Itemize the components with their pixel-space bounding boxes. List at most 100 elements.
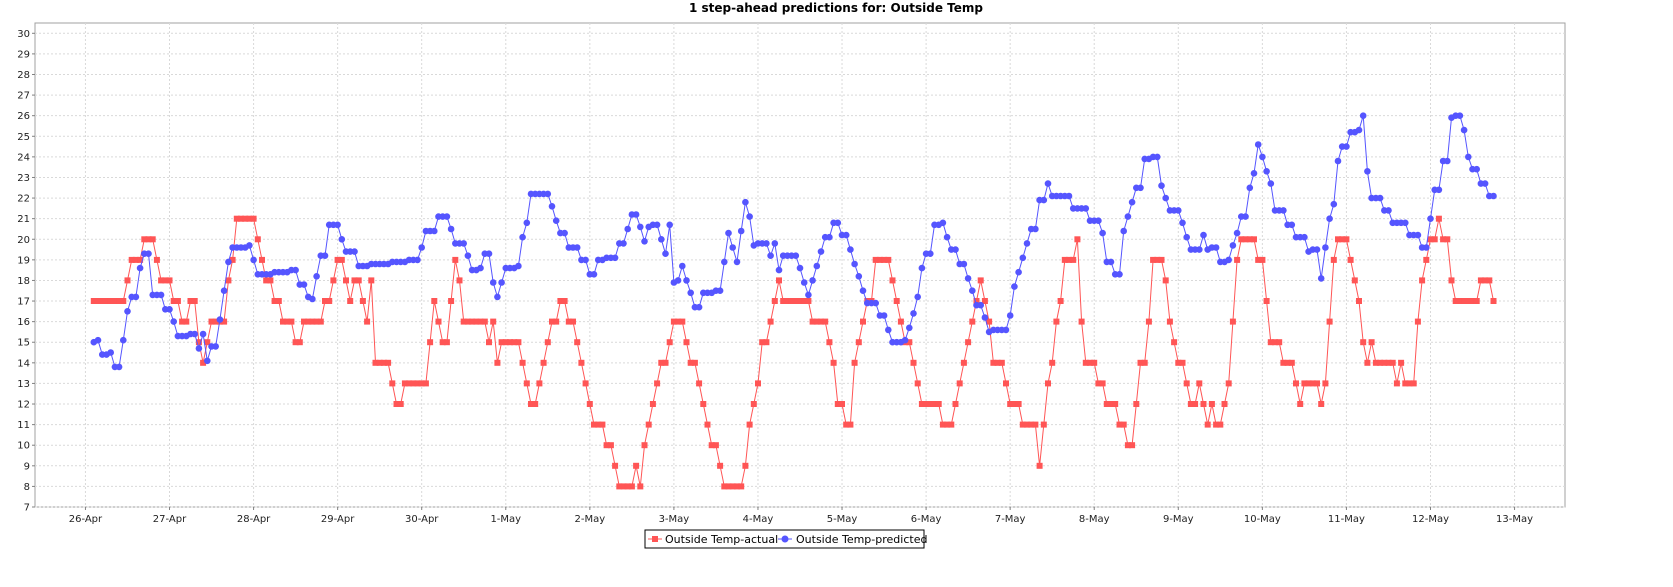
data-point bbox=[582, 380, 589, 387]
data-point bbox=[607, 442, 614, 449]
data-point bbox=[1066, 256, 1072, 263]
data-point bbox=[427, 339, 434, 346]
y-tick-label: 28 bbox=[17, 70, 30, 81]
data-point bbox=[960, 260, 968, 268]
data-point bbox=[141, 236, 148, 243]
data-point bbox=[624, 483, 631, 490]
data-point bbox=[414, 256, 421, 264]
data-point bbox=[1128, 198, 1136, 206]
chart-title: 1 step-ahead predictions for: Outside Te… bbox=[689, 1, 983, 15]
data-point bbox=[136, 264, 144, 272]
data-point bbox=[729, 483, 736, 490]
data-point bbox=[931, 401, 938, 407]
data-point bbox=[1444, 157, 1451, 165]
data-point bbox=[1141, 359, 1148, 366]
data-point bbox=[1233, 229, 1241, 237]
data-point bbox=[254, 236, 261, 243]
y-tick-label: 18 bbox=[17, 276, 30, 287]
data-point bbox=[1187, 401, 1194, 407]
data-point bbox=[662, 250, 669, 257]
data-point bbox=[448, 298, 455, 304]
data-point bbox=[645, 421, 652, 428]
x-tick-label: 10-May bbox=[1244, 514, 1281, 525]
data-point bbox=[1124, 213, 1132, 220]
data-point bbox=[132, 293, 140, 301]
y-tick-label: 26 bbox=[17, 111, 30, 122]
data-point bbox=[107, 349, 114, 356]
data-point bbox=[763, 339, 770, 346]
data-point bbox=[679, 262, 686, 270]
data-point bbox=[977, 277, 984, 284]
data-point bbox=[515, 339, 522, 346]
data-point bbox=[578, 359, 585, 366]
data-point bbox=[397, 401, 404, 407]
data-point bbox=[1317, 275, 1325, 282]
data-point bbox=[292, 266, 299, 274]
data-point bbox=[1254, 141, 1262, 148]
data-point bbox=[435, 318, 442, 325]
data-point bbox=[759, 339, 766, 346]
data-point bbox=[246, 215, 253, 222]
data-point bbox=[242, 215, 249, 222]
data-point bbox=[145, 250, 152, 257]
data-point bbox=[632, 211, 640, 218]
data-point bbox=[1007, 401, 1014, 407]
data-point bbox=[1452, 298, 1459, 304]
data-point bbox=[792, 252, 800, 259]
data-point bbox=[918, 264, 926, 272]
data-point bbox=[704, 421, 711, 428]
y-tick-label: 24 bbox=[17, 152, 30, 163]
data-point bbox=[1238, 236, 1245, 243]
data-point bbox=[599, 421, 606, 428]
data-point bbox=[393, 401, 400, 407]
data-point bbox=[708, 442, 715, 449]
data-point bbox=[1456, 298, 1463, 304]
data-point bbox=[1213, 421, 1220, 428]
data-point bbox=[1099, 380, 1106, 387]
data-point bbox=[716, 287, 724, 295]
data-point bbox=[1011, 283, 1018, 290]
data-point bbox=[1330, 200, 1338, 208]
data-point bbox=[1246, 184, 1254, 192]
data-point bbox=[1036, 462, 1043, 469]
data-point bbox=[918, 401, 925, 407]
data-point bbox=[494, 359, 501, 366]
data-point bbox=[1259, 153, 1266, 161]
data-point bbox=[965, 339, 972, 346]
data-point bbox=[1477, 277, 1484, 284]
data-point bbox=[351, 248, 358, 255]
data-point bbox=[1280, 359, 1287, 366]
data-point bbox=[406, 380, 413, 387]
data-point bbox=[225, 258, 232, 266]
data-point bbox=[296, 339, 303, 346]
data-point bbox=[124, 308, 131, 315]
data-point bbox=[842, 231, 850, 239]
data-point bbox=[679, 318, 686, 325]
data-point bbox=[826, 339, 833, 346]
data-point bbox=[1490, 192, 1497, 200]
data-point bbox=[1356, 298, 1362, 304]
series-predicted bbox=[90, 112, 1497, 371]
data-point bbox=[1482, 277, 1489, 284]
data-point bbox=[111, 298, 118, 304]
data-point bbox=[149, 236, 156, 243]
data-point bbox=[414, 380, 421, 387]
data-point bbox=[200, 359, 207, 366]
data-point bbox=[1065, 192, 1073, 200]
data-point bbox=[1091, 359, 1098, 366]
y-tick-label: 7 bbox=[24, 503, 30, 514]
data-point bbox=[498, 339, 505, 346]
data-point bbox=[1435, 186, 1443, 194]
data-point bbox=[259, 256, 265, 263]
data-point bbox=[952, 246, 959, 253]
data-point bbox=[322, 298, 328, 304]
data-point bbox=[969, 318, 976, 325]
x-tick-label: 4-May bbox=[743, 514, 774, 525]
data-point bbox=[695, 303, 703, 311]
data-point bbox=[410, 380, 417, 387]
data-point bbox=[137, 256, 144, 263]
data-point bbox=[1040, 421, 1047, 428]
data-point bbox=[637, 223, 644, 231]
data-point bbox=[809, 318, 816, 325]
data-point bbox=[1107, 258, 1115, 266]
